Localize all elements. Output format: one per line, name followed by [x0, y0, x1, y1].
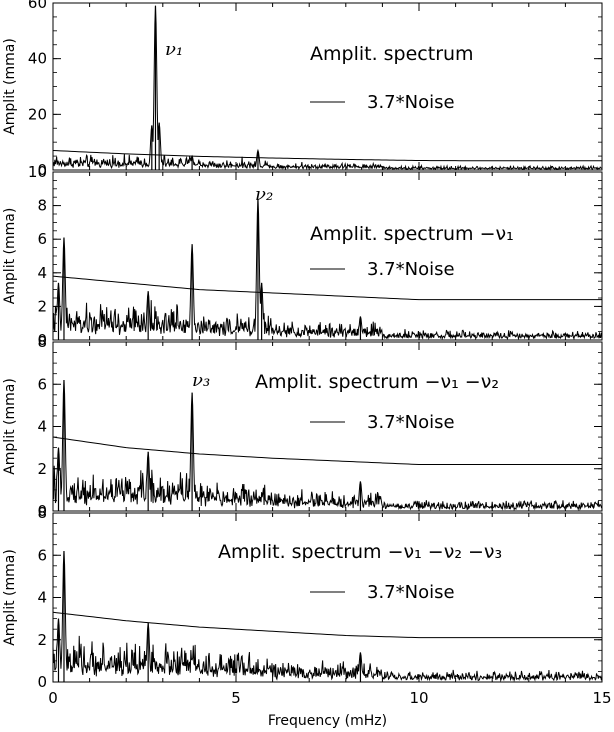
legend-label: 3.7*Noise: [367, 412, 455, 433]
y-tick-label: 2: [37, 297, 47, 315]
y-tick-label: 0: [37, 673, 47, 691]
noise-line: [52, 611, 602, 639]
y-tick-label: 8: [37, 197, 47, 215]
y-tick-label: 40: [28, 50, 47, 68]
chart-panel-3: 0 2 4 6 8 Amplit (mma) Amplit. spectrum −ν₁ −ν…: [2, 333, 603, 520]
x-tick-label: 0: [48, 689, 58, 707]
peak-label: ν₂: [255, 184, 273, 205]
plot-frame: [52, 341, 603, 512]
y-tick-label: 2: [37, 460, 47, 478]
noise-line: [52, 150, 602, 162]
legend-label: 3.7*Noise: [367, 92, 455, 113]
y-axis-label: Amplit (mma): [2, 208, 18, 305]
panel-title: Amplit. spectrum −ν₁ −ν₂ −ν₃: [218, 541, 502, 563]
y-axis-label: Amplit (mma): [2, 378, 18, 475]
plot-frame: [52, 2, 603, 171]
y-tick-label: 4: [37, 589, 47, 607]
chart-panel-4: 0 2 4 6 8 Amplit (mma) Amplit. spectrum −ν₁ −ν…: [2, 504, 612, 729]
y-tick-label: 10: [28, 163, 47, 181]
panel-title: Amplit. spectrum −ν₁ −ν₂: [255, 371, 499, 393]
y-axis-label: Amplit (mma): [2, 549, 18, 646]
y-tick-label: 4: [37, 264, 47, 282]
x-axis-label: Frequency (mHz): [268, 713, 387, 729]
y-tick-label: 60: [28, 0, 47, 12]
y-tick-label: 6: [37, 546, 47, 564]
y-tick-label: 6: [37, 230, 47, 248]
panel-title: Amplit. spectrum: [310, 43, 474, 65]
y-tick-label: 6: [37, 375, 47, 393]
chart-panel-2: 0 2 4 6 8 10 Amplit (mma) Amplit. spectrum −ν₁ 3…: [2, 163, 603, 349]
legend-label: 3.7*Noise: [367, 582, 455, 603]
spectrum-line: [52, 379, 603, 512]
x-tick-label: 15: [592, 689, 611, 707]
panel-title: Amplit. spectrum −ν₁: [310, 223, 514, 245]
chart-panel-1: 0 20 40 60 Amplit (mma) Amplit. spectrum 3.7*N…: [2, 0, 603, 179]
y-axis-label: Amplit (mma): [2, 38, 18, 135]
noise-line: [52, 275, 602, 301]
y-tick-label: 0: [37, 331, 47, 349]
y-tick-label: 4: [37, 418, 47, 436]
spectrum-line: [52, 198, 603, 341]
y-tick-label: 8: [37, 333, 47, 351]
legend-label: 3.7*Noise: [367, 259, 455, 280]
x-tick-label: 5: [231, 689, 241, 707]
y-tick-label: 8: [37, 504, 47, 522]
y-tick-label: 0: [37, 161, 47, 179]
spectrum-line: [52, 5, 603, 172]
x-tick-label: 10: [409, 689, 428, 707]
spectrum-line: [52, 550, 603, 683]
noise-line: [52, 436, 602, 466]
y-tick-label: 20: [28, 105, 47, 123]
y-tick-label: 2: [37, 631, 47, 649]
peak-label: ν₁: [165, 39, 183, 60]
peak-label: ν₃: [192, 370, 210, 391]
y-tick-label: 0: [37, 502, 47, 520]
